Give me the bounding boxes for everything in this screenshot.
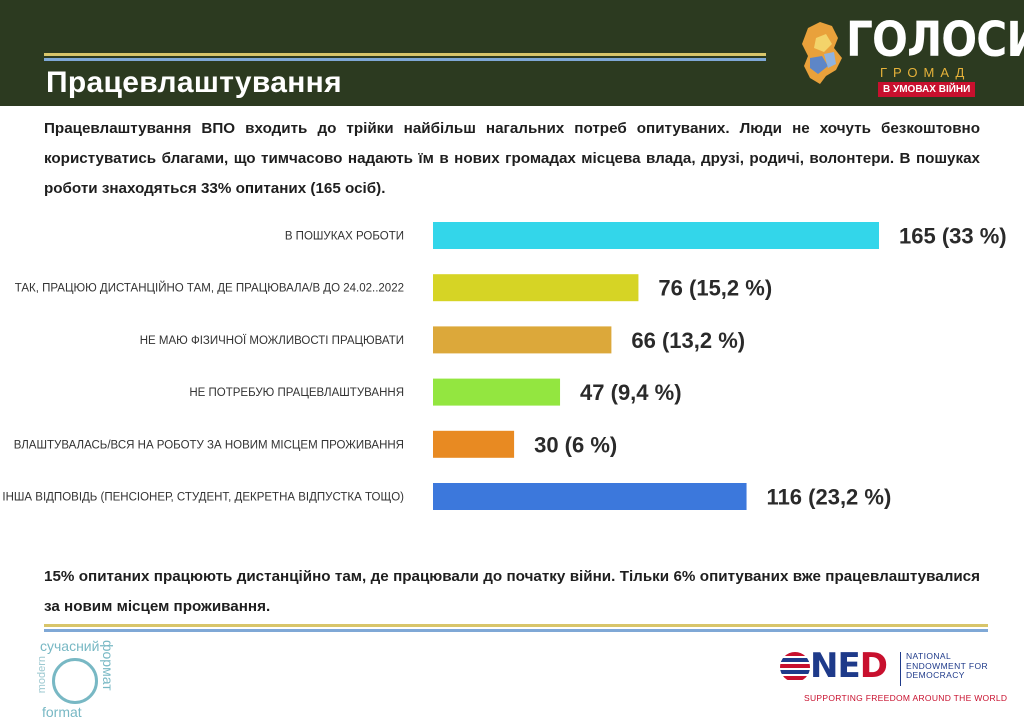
- logo-name: ГОЛОСИ: [846, 12, 1024, 68]
- footer-gold-line: [44, 624, 988, 627]
- value-label: 66 (13,2 %): [631, 328, 745, 353]
- bar: [433, 430, 515, 458]
- header-gold-line: [44, 53, 766, 56]
- category-label: НЕ ПОТРЕБУЮ ПРАЦЕВЛАШТУВАННЯ: [189, 387, 404, 399]
- bar: [433, 222, 879, 249]
- sf-logo-side2-text: modern: [36, 656, 48, 694]
- ned-divider: [900, 652, 901, 686]
- category-label: ВЛАШТУВАЛАСЬ/ВСЯ НА РОБОТУ ЗА НОВИМ МІСЦ…: [14, 439, 404, 451]
- suchasnyi-format-logo: сучасний format формат modern: [36, 638, 122, 720]
- category-label: ІНША ВІДПОВІДЬ (ПЕНСІОНЕР, СТУДЕНТ, ДЕКР…: [2, 492, 404, 504]
- value-label: 30 (6 %): [534, 432, 617, 457]
- summary-paragraph: 15% опитаних працюють дистанційно там, д…: [44, 568, 980, 615]
- value-label: 47 (9,4 %): [580, 380, 682, 405]
- sf-logo-bottom-text: format: [42, 704, 82, 720]
- sf-logo-top-text: сучасний: [40, 638, 100, 654]
- value-label: 165 (33 %): [899, 224, 1007, 249]
- bar: [433, 274, 639, 302]
- ned-globe-icon: [780, 652, 810, 682]
- value-label: 116 (23,2 %): [767, 485, 892, 510]
- sf-logo-side-text: формат: [100, 640, 116, 691]
- category-label: ТАК, ПРАЦЮЮ ДИСТАНЦІЙНО ТАМ, ДЕ ПРАЦЮВАЛ…: [15, 282, 404, 295]
- page-title: Працевлаштування: [46, 66, 342, 99]
- logo-subtitle: ГРОМАД: [880, 65, 971, 80]
- category-label: В ПОШУКАХ РОБОТИ: [285, 231, 404, 243]
- intro-paragraph: Працевлаштування ВПО входить до трійки н…: [44, 120, 980, 197]
- header-band: Працевлаштування ГОЛОСИ ГРОМАД В УМОВАХ …: [0, 0, 1024, 106]
- ukraine-map-icon: [802, 22, 842, 84]
- holosy-hromad-logo: ГОЛОСИ ГРОМАД В УМОВАХ ВІЙНИ: [798, 12, 1024, 100]
- bar: [433, 378, 561, 406]
- header-blue-line: [44, 58, 766, 61]
- ned-word-ne: NE: [810, 646, 861, 686]
- ned-logo: NED NATIONAL ENDOWMENT FOR DEMOCRACY SUP…: [780, 646, 1007, 710]
- logo-badge: В УМОВАХ ВІЙНИ: [878, 82, 976, 97]
- category-label: НЕ МАЮ ФІЗИЧНОЇ МОЖЛИВОСТІ ПРАЦЮВАТИ: [140, 335, 404, 347]
- ned-wordmark: NED: [810, 646, 888, 686]
- value-label: 76 (15,2 %): [658, 276, 772, 301]
- footer-blue-line: [44, 629, 988, 632]
- bar: [433, 326, 612, 354]
- ned-word-d: D: [859, 646, 888, 686]
- bar: [433, 483, 747, 510]
- ned-tagline: SUPPORTING FREEDOM AROUND THE WORLD: [804, 693, 1008, 703]
- ned-full-name: NATIONAL ENDOWMENT FOR DEMOCRACY: [906, 651, 989, 680]
- sf-logo-circle-icon: [52, 658, 98, 704]
